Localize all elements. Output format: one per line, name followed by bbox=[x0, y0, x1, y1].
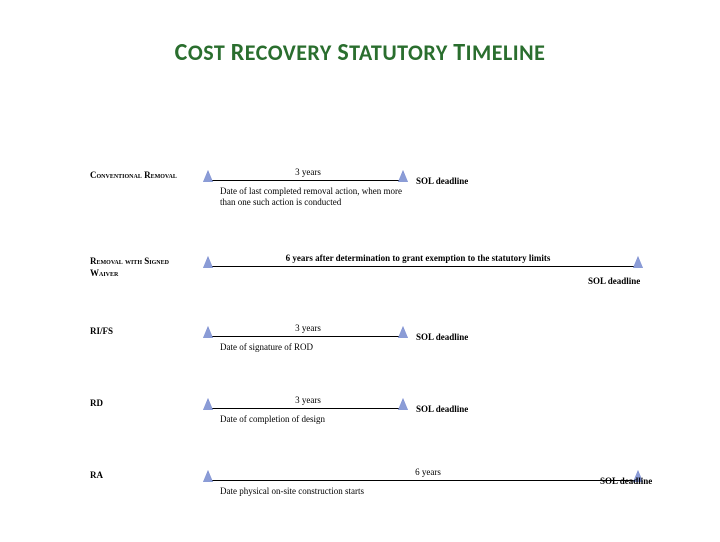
timeline-area: 6 years after determination to grant exe… bbox=[208, 262, 668, 312]
timeline-row: Conventional Removal3 yearsDate of last … bbox=[90, 170, 690, 234]
marker-arrow bbox=[203, 170, 213, 182]
timeline-area: 3 yearsDate of completion of designSOL d… bbox=[208, 404, 668, 454]
axis-line bbox=[208, 408, 403, 409]
duration-label: 6 years bbox=[388, 467, 468, 477]
sol-deadline-label: SOL deadline bbox=[416, 332, 468, 342]
page-title: COST RECOVERY STATUTORY TIMELINE bbox=[0, 0, 720, 67]
timeline-row: RD 3 years Date of completion of design SOL… bbox=[90, 398, 690, 448]
marker-arrow bbox=[398, 170, 408, 182]
sol-deadline-label: SOL deadline bbox=[416, 404, 468, 414]
event-label: Date of last completed removal action, w… bbox=[220, 186, 405, 208]
timeline-row: Removal with Signed Waiver 6 years after … bbox=[90, 256, 690, 304]
marker-arrow bbox=[203, 398, 213, 410]
marker-arrow bbox=[633, 256, 643, 268]
timeline-row: RA 6 years Date physical on-site construct… bbox=[90, 470, 690, 520]
event-label: Date of signature of ROD bbox=[220, 342, 400, 353]
axis-line bbox=[208, 266, 638, 267]
event-label: Date physical on-site construction start… bbox=[220, 486, 420, 497]
timeline-area: 6 yearsDate physical on-site constructio… bbox=[208, 476, 668, 526]
axis-line bbox=[208, 336, 403, 337]
axis-line bbox=[208, 180, 403, 181]
row-label: RD bbox=[90, 398, 198, 410]
marker-arrow bbox=[203, 470, 213, 482]
timeline-area: 3 yearsDate of signature of RODSOL deadl… bbox=[208, 332, 668, 382]
duration-label: 3 years bbox=[268, 167, 348, 177]
timeline-row: RI/FS 3 years Date of signature of ROD SOL … bbox=[90, 326, 690, 376]
marker-arrow bbox=[398, 326, 408, 338]
row-label: RI/FS bbox=[90, 326, 198, 338]
row-label: RA bbox=[90, 470, 198, 482]
row-label: Conventional Removal bbox=[90, 170, 198, 182]
marker-arrow bbox=[203, 256, 213, 268]
sol-deadline-label: SOL deadline bbox=[588, 276, 640, 286]
marker-arrow bbox=[203, 326, 213, 338]
event-label: Date of completion of design bbox=[220, 414, 400, 425]
timeline-diagram: Conventional Removal3 yearsDate of last … bbox=[90, 170, 690, 542]
duration-label: 3 years bbox=[268, 395, 348, 405]
axis-line bbox=[208, 480, 638, 481]
marker-arrow bbox=[398, 398, 408, 410]
row-label: Removal with Signed Waiver bbox=[90, 256, 198, 279]
sol-deadline-label: SOL deadline bbox=[600, 476, 652, 486]
duration-label: 3 years bbox=[268, 323, 348, 333]
sol-deadline-label: SOL deadline bbox=[416, 176, 468, 186]
timeline-area: 3 yearsDate of last completed removal ac… bbox=[208, 176, 668, 226]
duration-label: 6 years after determination to grant exe… bbox=[228, 253, 608, 263]
